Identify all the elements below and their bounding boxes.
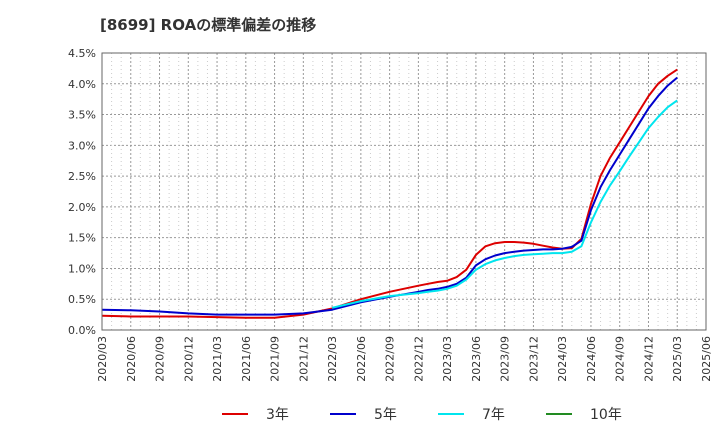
- x-tick-label: 2025/03: [671, 336, 684, 382]
- x-tick-label: 2023/03: [441, 336, 454, 382]
- x-tick-label: 2024/12: [642, 336, 655, 382]
- series-line-2: [101, 76, 678, 316]
- x-tick-label: 2023/09: [499, 336, 512, 382]
- series-line-3: [331, 99, 678, 309]
- y-tick-label: 4.5%: [68, 47, 96, 60]
- y-tick-label: 2.5%: [68, 170, 96, 183]
- y-tick-label: 0.5%: [68, 293, 96, 306]
- x-tick-label: 2022/12: [412, 336, 425, 382]
- x-tick-label: 2024/03: [556, 336, 569, 382]
- plot-area: [102, 53, 706, 330]
- chart-title: [8699] ROAの標準偏差の推移: [100, 16, 317, 34]
- x-tick-label: 2021/03: [211, 336, 224, 382]
- x-tick-label: 2024/06: [585, 336, 598, 382]
- series-lines: [101, 68, 678, 319]
- x-tick-label: 2024/09: [614, 336, 627, 382]
- legend: 3年 5年 7年 10年: [222, 407, 622, 423]
- legend-label-4: 10年: [590, 407, 622, 423]
- y-tick-label: 3.0%: [68, 139, 96, 152]
- x-tick-label: 2022/03: [326, 336, 339, 382]
- series-line-1: [101, 68, 678, 319]
- x-tick-label: 2021/09: [269, 336, 282, 382]
- grid-lines: [102, 53, 706, 330]
- y-axis: 0.0% 0.5% 1.0% 1.5% 2.0% 2.5% 3.0% 3.5% 4.0% 4.5%: [68, 47, 96, 337]
- x-tick-label: 2025/06: [700, 336, 713, 382]
- y-tick-label: 1.0%: [68, 262, 96, 275]
- y-tick-label: 1.5%: [68, 232, 96, 245]
- x-tick-label: 2020/06: [125, 336, 138, 382]
- plot-border: [101, 52, 707, 331]
- legend-label-2: 5年: [374, 407, 397, 423]
- y-tick-label: 2.0%: [68, 201, 96, 214]
- legend-label-1: 3年: [266, 407, 289, 423]
- y-tick-label: 3.5%: [68, 109, 96, 122]
- y-tick-label: 0.0%: [68, 324, 96, 337]
- x-tick-label: 2023/12: [527, 336, 540, 382]
- x-axis: 2020/03 2020/06 2020/09 2020/12 2021/03 2021/…: [96, 336, 713, 382]
- x-tick-label: 2020/12: [182, 336, 195, 382]
- legend-label-3: 7年: [482, 407, 505, 423]
- y-tick-label: 4.0%: [68, 78, 96, 91]
- x-tick-label: 2021/12: [297, 336, 310, 382]
- x-tick-label: 2022/09: [384, 336, 397, 382]
- x-tick-label: 2023/06: [470, 336, 483, 382]
- x-tick-label: 2022/06: [355, 336, 368, 382]
- x-tick-label: 2021/06: [240, 336, 253, 382]
- x-tick-label: 2020/09: [154, 336, 167, 382]
- x-tick-label: 2020/03: [96, 336, 109, 382]
